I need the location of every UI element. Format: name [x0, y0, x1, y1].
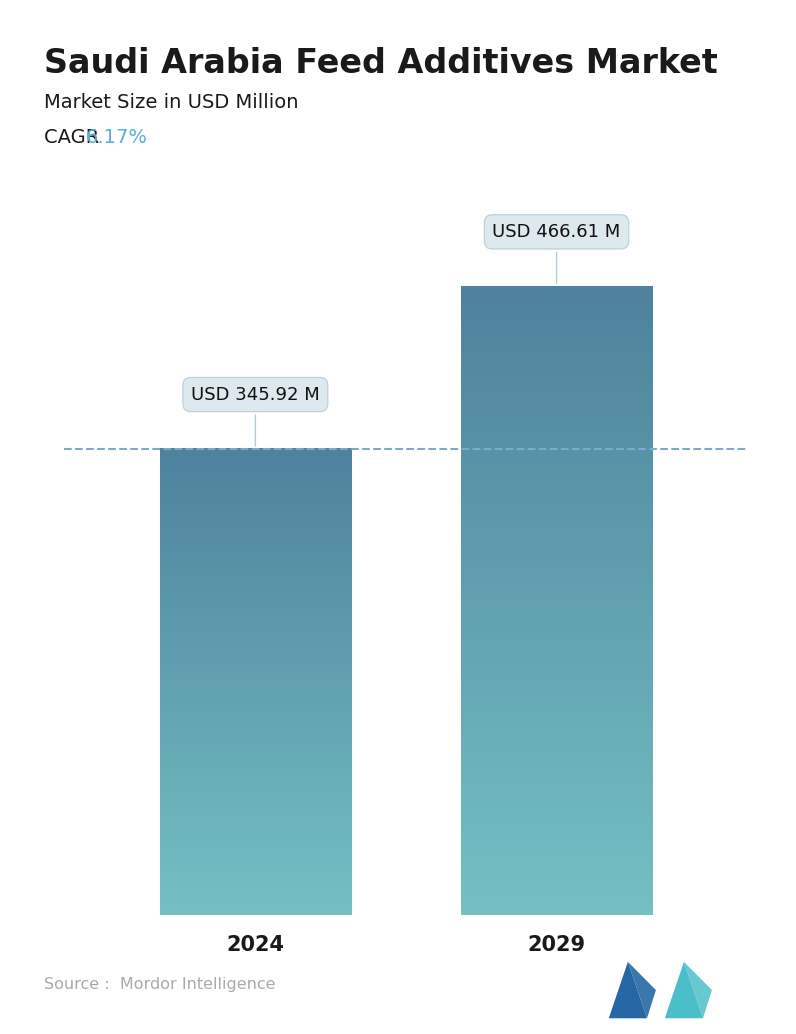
Text: USD 345.92 M: USD 345.92 M: [191, 386, 320, 446]
Text: Source :  Mordor Intelligence: Source : Mordor Intelligence: [44, 977, 275, 992]
Polygon shape: [609, 962, 647, 1018]
Polygon shape: [665, 962, 703, 1018]
Text: CAGR: CAGR: [44, 128, 105, 147]
Text: 6.17%: 6.17%: [86, 128, 148, 147]
Text: USD 466.61 M: USD 466.61 M: [493, 223, 621, 283]
Polygon shape: [684, 962, 712, 1018]
Polygon shape: [628, 962, 656, 1018]
Text: Market Size in USD Million: Market Size in USD Million: [44, 93, 298, 112]
Text: Saudi Arabia Feed Additives Market: Saudi Arabia Feed Additives Market: [44, 47, 717, 80]
